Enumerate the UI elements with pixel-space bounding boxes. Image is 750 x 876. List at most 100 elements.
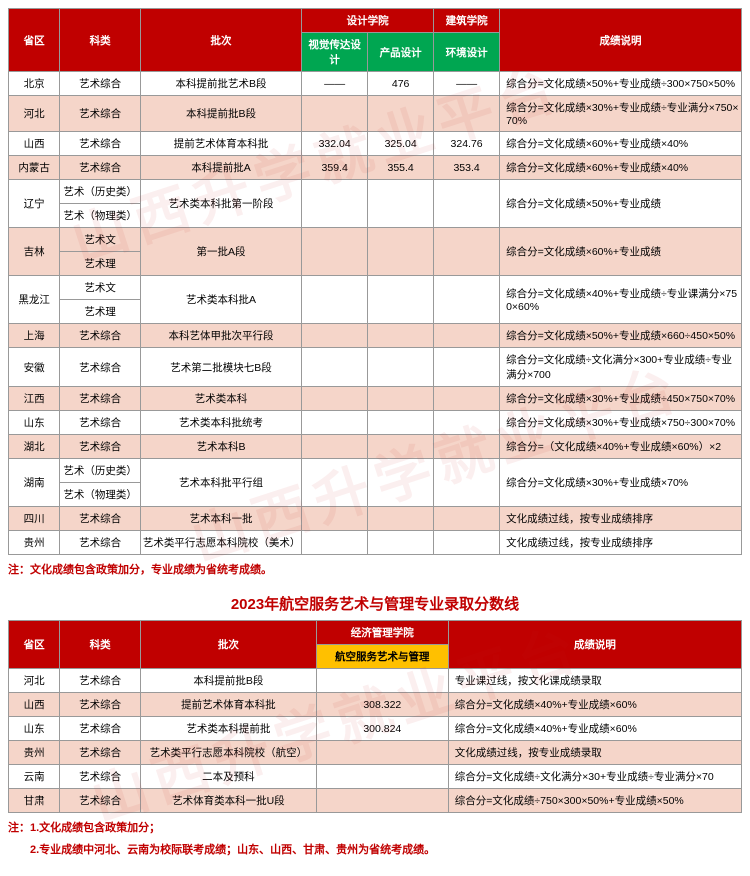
cell-batch: 艺术类平行志愿本科院校（航空） xyxy=(140,741,316,765)
hdr-rule: 成绩说明 xyxy=(500,9,742,72)
cell-visual: 359.4 xyxy=(302,156,368,180)
cell-env: —— xyxy=(434,72,500,96)
cell-category: 艺术（历史类） xyxy=(60,180,141,204)
cell-product xyxy=(368,348,434,387)
cell-env xyxy=(434,96,500,132)
cell-rule: 综合分=文化成绩×40%+专业成绩÷专业课满分×750×60% xyxy=(500,276,742,324)
cell-category: 艺术综合 xyxy=(60,324,141,348)
cell-rule: 综合分=文化成绩×60%+专业成绩 xyxy=(500,228,742,276)
cell-category: 艺术综合 xyxy=(60,507,141,531)
cell-env: 324.76 xyxy=(434,132,500,156)
cell-env xyxy=(434,531,500,555)
cell-category: 艺术综合 xyxy=(60,789,141,813)
cell-batch: 提前艺术体育本科批 xyxy=(140,132,301,156)
cell-product: 325.04 xyxy=(368,132,434,156)
cell-batch: 艺术本科B xyxy=(140,435,301,459)
hdr-province: 省区 xyxy=(9,621,60,669)
cell-category: 艺术（历史类） xyxy=(60,459,141,483)
cell-rule: 综合分=文化成绩×30%+专业成绩÷专业满分×750×70% xyxy=(500,96,742,132)
cell-batch: 艺术类本科批统考 xyxy=(140,411,301,435)
cell-visual xyxy=(302,348,368,387)
cell-visual xyxy=(302,387,368,411)
cell-category: 艺术综合 xyxy=(60,96,141,132)
cell-score xyxy=(316,669,448,693)
cell-visual xyxy=(302,228,368,276)
hdr-env: 环境设计 xyxy=(434,33,500,72)
cell-province: 河北 xyxy=(9,669,60,693)
cell-province: 湖北 xyxy=(9,435,60,459)
cell-batch: 本科提前批B段 xyxy=(140,669,316,693)
cell-visual: 332.04 xyxy=(302,132,368,156)
cell-province: 北京 xyxy=(9,72,60,96)
cell-category: 艺术综合 xyxy=(60,669,141,693)
cell-batch: 二本及预科 xyxy=(140,765,316,789)
note-table2-2: 2.专业成绩中河北、云南为校际联考成绩；山东、山西、甘肃、贵州为省统考成绩。 xyxy=(8,841,742,857)
table-art-majors: 省区科类批次设计学院建筑学院成绩说明视觉传达设计产品设计环境设计北京艺术综合本科… xyxy=(8,8,742,555)
cell-province: 辽宁 xyxy=(9,180,60,228)
cell-batch: 艺术本科一批 xyxy=(140,507,301,531)
cell-score: 300.824 xyxy=(316,717,448,741)
title-table2: 2023年航空服务艺术与管理专业录取分数线 xyxy=(8,593,742,614)
cell-category: 艺术综合 xyxy=(60,72,141,96)
cell-product xyxy=(368,228,434,276)
cell-rule: 综合分=文化成绩÷750×300×50%+专业成绩×50% xyxy=(448,789,741,813)
cell-province: 贵州 xyxy=(9,741,60,765)
cell-rule: 综合分=文化成绩×50%+专业成绩÷300×750×50% xyxy=(500,72,742,96)
cell-visual xyxy=(302,435,368,459)
cell-category: 艺术综合 xyxy=(60,132,141,156)
cell-rule: 文化成绩过线，按专业成绩排序 xyxy=(500,507,742,531)
cell-province: 甘肃 xyxy=(9,789,60,813)
cell-batch: 提前艺术体育本科批 xyxy=(140,693,316,717)
hdr-visual: 视觉传达设计 xyxy=(302,33,368,72)
cell-province: 吉林 xyxy=(9,228,60,276)
cell-score xyxy=(316,741,448,765)
hdr-batch: 批次 xyxy=(140,9,301,72)
cell-category: 艺术理 xyxy=(60,300,141,324)
cell-category: 艺术综合 xyxy=(60,717,141,741)
cell-visual xyxy=(302,507,368,531)
cell-rule: 综合分=文化成绩×30%+专业成绩×750÷300×70% xyxy=(500,411,742,435)
cell-province: 山西 xyxy=(9,693,60,717)
cell-visual xyxy=(302,324,368,348)
cell-province: 江西 xyxy=(9,387,60,411)
cell-visual: —— xyxy=(302,72,368,96)
cell-env xyxy=(434,180,500,228)
cell-rule: 综合分=文化成绩×30%+专业成绩×70% xyxy=(500,459,742,507)
cell-env xyxy=(434,324,500,348)
cell-rule: 综合分=文化成绩×60%+专业成绩×40% xyxy=(500,156,742,180)
cell-product xyxy=(368,180,434,228)
hdr-category: 科类 xyxy=(60,621,141,669)
hdr-design-school: 设计学院 xyxy=(302,9,434,33)
cell-batch: 第一批A段 xyxy=(140,228,301,276)
cell-env xyxy=(434,387,500,411)
cell-province: 内蒙古 xyxy=(9,156,60,180)
cell-province: 黑龙江 xyxy=(9,276,60,324)
cell-product xyxy=(368,507,434,531)
cell-rule: 综合分=文化成绩÷文化满分×30+专业成绩÷专业满分×70 xyxy=(448,765,741,789)
cell-batch: 艺术类本科批第一阶段 xyxy=(140,180,301,228)
cell-category: 艺术综合 xyxy=(60,348,141,387)
cell-product xyxy=(368,96,434,132)
cell-province: 湖南 xyxy=(9,459,60,507)
cell-score: 308.322 xyxy=(316,693,448,717)
hdr-category: 科类 xyxy=(60,9,141,72)
cell-product xyxy=(368,531,434,555)
note-table1: 注：文化成绩包含政策加分，专业成绩为省统考成绩。 xyxy=(8,561,742,577)
cell-batch: 艺术类本科批A xyxy=(140,276,301,324)
cell-province: 山东 xyxy=(9,411,60,435)
cell-env xyxy=(434,228,500,276)
cell-env xyxy=(434,507,500,531)
cell-category: 艺术（物理类） xyxy=(60,483,141,507)
cell-rule: 文化成绩过线，按专业成绩录取 xyxy=(448,741,741,765)
cell-category: 艺术综合 xyxy=(60,531,141,555)
cell-product: 355.4 xyxy=(368,156,434,180)
cell-visual xyxy=(302,180,368,228)
cell-category: 艺术综合 xyxy=(60,693,141,717)
cell-rule: 综合分=文化成绩÷文化满分×300+专业成绩÷专业满分×700 xyxy=(500,348,742,387)
cell-product xyxy=(368,276,434,324)
table-aviation: 省区科类批次经济管理学院成绩说明航空服务艺术与管理河北艺术综合本科提前批B段专业… xyxy=(8,620,742,813)
cell-visual xyxy=(302,459,368,507)
cell-visual xyxy=(302,411,368,435)
cell-category: 艺术综合 xyxy=(60,741,141,765)
cell-province: 河北 xyxy=(9,96,60,132)
